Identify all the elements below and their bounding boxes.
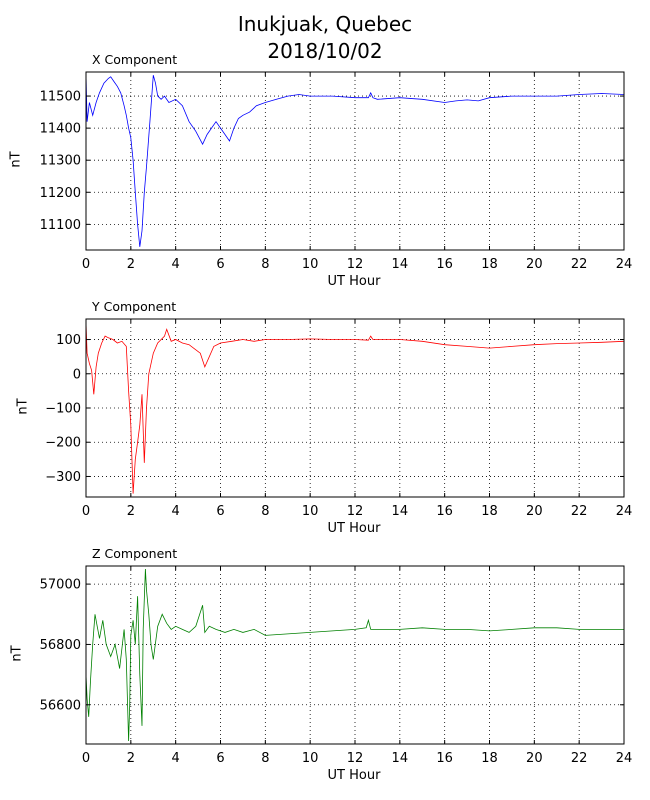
figure-title-line2: 2018/10/02	[267, 39, 383, 63]
y-component-xlabel: UT Hour	[327, 521, 381, 536]
z-xtick-label: 20	[526, 751, 543, 766]
y-component-title: Y Component	[92, 299, 177, 314]
y-ytick-label: −300	[45, 470, 81, 485]
z-component-ylabel: nT	[9, 645, 25, 662]
y-xtick-label: 14	[392, 504, 409, 519]
x-ytick-label: 11500	[40, 90, 81, 105]
y-xtick-label: 22	[571, 504, 588, 519]
z-xtick-label: 16	[436, 751, 453, 766]
z-xtick-label: 18	[481, 751, 498, 766]
z-xtick-label: 6	[216, 751, 224, 766]
x-xtick-label: 8	[261, 257, 269, 272]
x-ytick-label: 11300	[40, 154, 81, 169]
y-xtick-label: 2	[127, 504, 135, 519]
y-component-series-line	[86, 322, 624, 494]
x-xtick-label: 20	[526, 257, 543, 272]
y-xtick-label: 18	[481, 504, 498, 519]
z-xtick-label: 12	[347, 751, 364, 766]
x-component-ylabel: nT	[8, 151, 24, 168]
x-xtick-label: 0	[82, 257, 90, 272]
y-xtick-label: 12	[347, 504, 364, 519]
z-component-title: Z Component	[92, 546, 178, 561]
x-component-title: X Component	[92, 52, 178, 67]
x-xtick-label: 24	[616, 257, 633, 272]
z-ytick-label: 57000	[40, 578, 81, 593]
x-xtick-label: 18	[481, 257, 498, 272]
y-ytick-label: −100	[45, 402, 81, 417]
z-xtick-label: 22	[571, 751, 588, 766]
x-xtick-label: 6	[216, 257, 224, 272]
z-xtick-label: 0	[82, 751, 90, 766]
z-xtick-label: 2	[127, 751, 135, 766]
y-ytick-label: 0	[73, 367, 81, 382]
y-xtick-label: 6	[216, 504, 224, 519]
y-ytick-label: 100	[56, 333, 81, 348]
x-component-panel: 0 2 4 6 8 10 12 14 16 18 20 22 241110011200113001140…	[40, 71, 633, 272]
y-component-ylabel: nT	[15, 398, 31, 415]
z-xtick-label: 8	[261, 751, 269, 766]
x-xtick-label: 4	[172, 257, 180, 272]
y-xtick-label: 16	[436, 504, 453, 519]
y-ytick-label: −200	[45, 436, 81, 451]
y-xtick-label: 8	[261, 504, 269, 519]
z-component-xlabel: UT Hour	[327, 768, 381, 783]
y-xtick-label: 10	[302, 504, 319, 519]
y-xtick-label: 20	[526, 504, 543, 519]
y-xtick-label: 24	[616, 504, 633, 519]
y-xtick-label: 4	[172, 504, 180, 519]
z-xtick-label: 24	[616, 751, 633, 766]
x-component-series-line	[86, 73, 624, 247]
x-ytick-label: 11400	[40, 122, 81, 137]
figure-title-line1: Inukjuak, Quebec	[237, 12, 413, 36]
x-ytick-label: 11200	[40, 186, 81, 201]
z-xtick-label: 10	[302, 751, 319, 766]
z-ytick-label: 56800	[40, 638, 81, 653]
x-xtick-label: 2	[127, 257, 135, 272]
y-xtick-label: 0	[82, 504, 90, 519]
x-xtick-label: 22	[571, 257, 588, 272]
z-ytick-label: 56600	[40, 698, 81, 713]
x-xtick-label: 12	[347, 257, 364, 272]
z-component-series-line	[86, 568, 624, 742]
x-xtick-label: 16	[436, 257, 453, 272]
x-ytick-label: 11100	[40, 218, 81, 233]
z-xtick-label: 4	[172, 751, 180, 766]
z-xtick-label: 14	[392, 751, 409, 766]
x-xtick-label: 14	[392, 257, 409, 272]
x-component-xlabel: UT Hour	[327, 274, 381, 289]
x-xtick-label: 10	[302, 257, 319, 272]
